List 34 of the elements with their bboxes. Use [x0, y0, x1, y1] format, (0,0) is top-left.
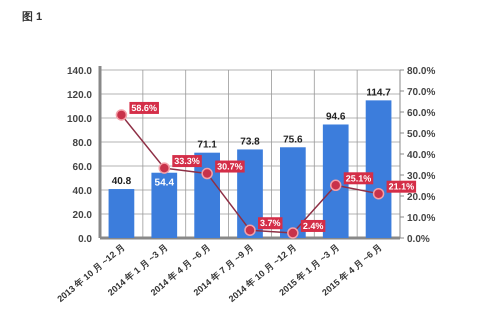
data-label: 25.1% — [346, 173, 372, 184]
y2-tick-label: 40.0% — [407, 150, 436, 161]
data-label: 73.8 — [240, 136, 260, 148]
y-tick-label: 140.0 — [66, 66, 92, 77]
y-tick-label: 60.0 — [72, 162, 92, 173]
data-label: 58.6% — [131, 102, 157, 113]
y2-tick-label: 70.0% — [407, 87, 436, 98]
y2-tick-label: 80.0% — [407, 66, 436, 77]
data-label: 30.7% — [217, 162, 243, 172]
y-tick-label: 20.0 — [72, 210, 92, 221]
bar — [108, 189, 134, 238]
data-label: 21.1% — [388, 182, 414, 192]
data-label: 94.6 — [326, 111, 346, 122]
data-label: 2.4% — [302, 220, 324, 231]
y-tick-label: 100.0 — [66, 114, 92, 125]
data-label: 54.4 — [154, 178, 174, 189]
y-tick-label: 40.0 — [72, 186, 92, 197]
data-label: 40.8 — [112, 176, 132, 188]
data-label: 33.3% — [174, 156, 200, 166]
y2-tick-label: 50.0% — [407, 129, 436, 140]
data-label: 114.7 — [366, 87, 392, 98]
data-label: 3.7% — [260, 218, 281, 228]
y2-tick-label: 10.0% — [407, 213, 436, 224]
y-tick-label: 120.0 — [66, 90, 92, 101]
bar — [151, 172, 178, 238]
y2-tick-label: 20.0% — [407, 192, 436, 203]
data-label: 75.6 — [283, 134, 304, 146]
y-tick-label: 80.0 — [72, 138, 92, 149]
y2-tick-label: 60.0% — [407, 108, 436, 119]
y2-tick-label: 30.0% — [407, 171, 436, 182]
y2-tick-label: 0.0% — [407, 234, 430, 245]
y-tick-label: 0.0 — [78, 234, 92, 245]
data-label: 71.1 — [197, 140, 218, 151]
chart-title: 图 1 — [22, 11, 42, 23]
